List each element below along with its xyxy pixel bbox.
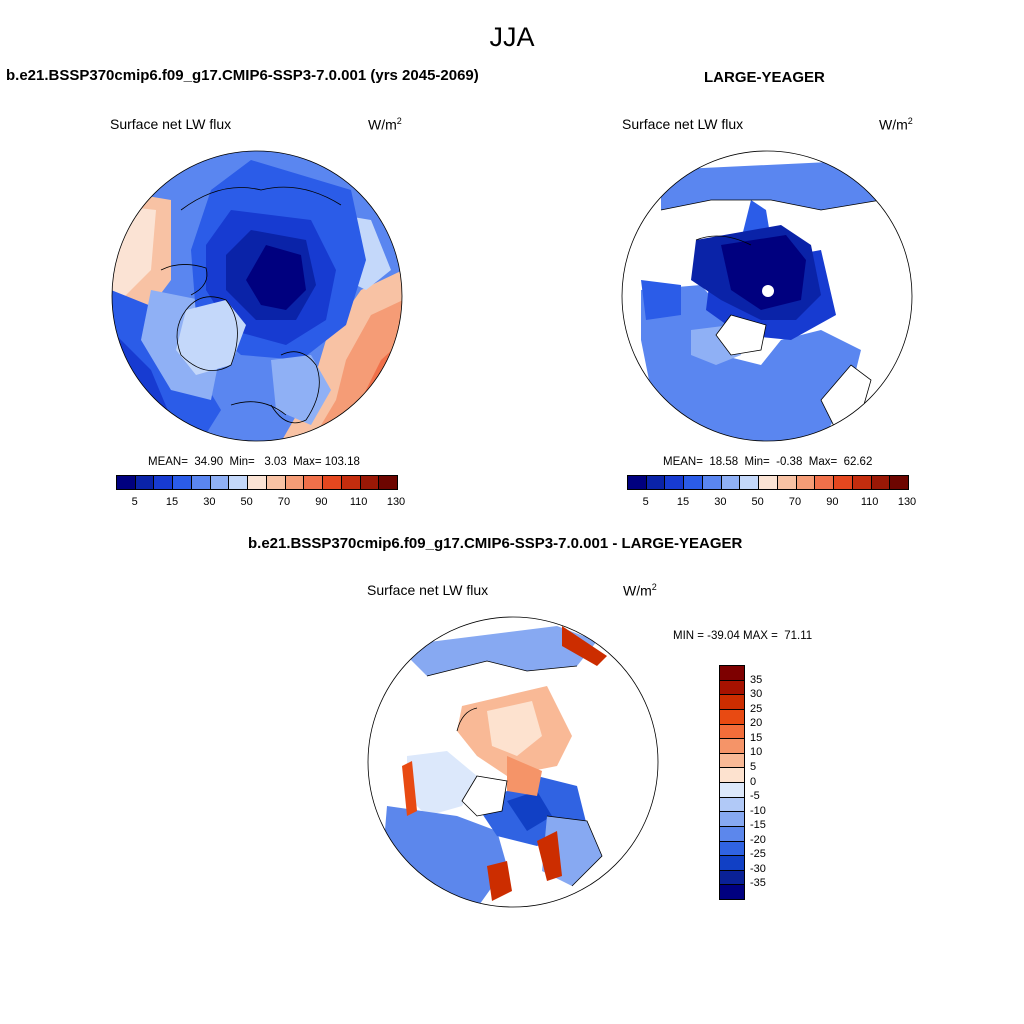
colorbar-swatch xyxy=(720,695,744,710)
colorbar-tick-label: 15 xyxy=(165,496,179,508)
colorbar-tick-label: 50 xyxy=(751,496,764,508)
colorbar-swatch xyxy=(702,476,722,489)
obs-colorbar-labels: 5 15 30 50 70 90 110 130 xyxy=(627,496,917,510)
colorbar-swatch xyxy=(815,476,835,489)
colorbar-tick-label: 70 xyxy=(277,496,291,508)
diff-stats: MIN = -39.04 MAX = 71.11 xyxy=(673,630,813,642)
colorbar-swatch xyxy=(285,476,305,489)
colorbar-swatch xyxy=(759,476,778,489)
colorbar-swatch xyxy=(154,476,174,489)
model-units-label: W/m2 xyxy=(368,116,402,133)
colorbar-swatch xyxy=(720,856,744,871)
colorbar-swatch xyxy=(720,812,744,827)
colorbar-swatch xyxy=(248,476,267,489)
colorbar-swatch xyxy=(379,476,398,489)
diff-polar-map xyxy=(367,616,659,908)
colorbar-swatch xyxy=(720,666,744,681)
colorbar-swatch xyxy=(720,783,744,798)
model-variable-label: Surface net LW flux xyxy=(110,116,232,132)
colorbar-swatch xyxy=(720,870,744,886)
colorbar-swatch xyxy=(777,476,797,489)
obs-polar-map xyxy=(621,150,913,442)
colorbar-tick-label: 30 xyxy=(203,496,216,508)
colorbar-tick-label: 35 xyxy=(750,673,763,686)
model-panel-title: b.e21.BSSP370cmip6.f09_g17.CMIP6-SSP3-7.… xyxy=(6,67,479,84)
colorbar-tick-label: 20 xyxy=(750,717,763,730)
colorbar-swatch xyxy=(266,476,286,489)
colorbar-tick-label: 5 xyxy=(131,496,138,508)
colorbar-swatch xyxy=(360,476,380,489)
season-title: JJA xyxy=(489,22,535,52)
colorbar-tick-label: -10 xyxy=(750,804,766,817)
obs-stats: MEAN= 18.58 Min= -0.38 Max= 62.62 xyxy=(663,456,873,468)
model-colorbar-labels: 5 15 30 50 70 90 110 130 xyxy=(116,496,406,510)
colorbar-swatch xyxy=(721,476,741,489)
colorbar-swatch xyxy=(304,476,324,489)
colorbar-swatch xyxy=(720,724,744,740)
colorbar-tick-label: 10 xyxy=(750,746,763,759)
colorbar-swatch xyxy=(628,476,647,489)
model-stats: MEAN= 34.90 Min= 3.03 Max= 103.18 xyxy=(148,456,360,468)
obs-units-label: W/m2 xyxy=(879,116,913,133)
diff-units-label: W/m2 xyxy=(623,582,657,599)
colorbar-tick-label: 30 xyxy=(750,688,763,701)
colorbar-swatch xyxy=(210,476,230,489)
colorbar-tick-label: 90 xyxy=(315,496,328,508)
colorbar-swatch xyxy=(720,680,744,696)
colorbar-tick-label: 25 xyxy=(750,702,763,715)
colorbar-tick-label: 90 xyxy=(826,496,839,508)
colorbar-swatch xyxy=(720,768,744,783)
colorbar-swatch xyxy=(720,885,744,899)
colorbar-swatch xyxy=(323,476,342,489)
colorbar-swatch xyxy=(834,476,853,489)
colorbar-tick-label: -35 xyxy=(750,877,766,890)
colorbar-tick-label: 30 xyxy=(714,496,727,508)
colorbar-swatch xyxy=(117,476,136,489)
colorbar-swatch xyxy=(341,476,361,489)
colorbar-swatch xyxy=(720,826,744,842)
colorbar-swatch xyxy=(229,476,249,489)
colorbar-swatch xyxy=(871,476,891,489)
colorbar-tick-label: -30 xyxy=(750,862,766,875)
diff-colorbar xyxy=(719,665,745,900)
model-polar-map xyxy=(111,150,403,442)
diff-colorbar-labels: 35 30 25 20 15 10 5 0 -5 -10 -15 -20 -25 -30 -35 xyxy=(750,665,790,898)
colorbar-tick-label: -15 xyxy=(750,819,766,832)
colorbar-swatch xyxy=(720,739,744,754)
colorbar-swatch xyxy=(720,797,744,813)
colorbar-tick-label: 15 xyxy=(676,496,690,508)
colorbar-tick-label: 0 xyxy=(750,775,757,788)
colorbar-tick-label: 5 xyxy=(750,760,757,773)
colorbar-swatch xyxy=(191,476,211,489)
colorbar-tick-label: 70 xyxy=(788,496,802,508)
colorbar-swatch xyxy=(796,476,816,489)
colorbar-swatch xyxy=(720,753,744,769)
colorbar-swatch xyxy=(173,476,192,489)
colorbar-tick-label: 110 xyxy=(860,496,879,508)
obs-variable-label: Surface net LW flux xyxy=(622,116,744,132)
colorbar-swatch xyxy=(720,841,744,857)
colorbar-swatch xyxy=(740,476,760,489)
colorbar-tick-label: 50 xyxy=(240,496,253,508)
colorbar-swatch xyxy=(646,476,666,489)
colorbar-swatch xyxy=(684,476,703,489)
obs-colorbar xyxy=(627,475,909,490)
colorbar-swatch xyxy=(890,476,909,489)
obs-panel-title: LARGE-YEAGER xyxy=(704,69,825,86)
colorbar-tick-label: 130 xyxy=(897,496,917,508)
diff-panel-title: b.e21.BSSP370cmip6.f09_g17.CMIP6-SSP3-7.… xyxy=(248,535,743,552)
colorbar-tick-label: -5 xyxy=(750,790,760,803)
colorbar-tick-label: 5 xyxy=(642,496,649,508)
colorbar-tick-label: -25 xyxy=(750,848,766,861)
colorbar-swatch xyxy=(135,476,155,489)
colorbar-swatch xyxy=(852,476,872,489)
colorbar-tick-label: 15 xyxy=(750,731,763,744)
colorbar-tick-label: -20 xyxy=(750,833,766,846)
model-colorbar xyxy=(116,475,398,490)
colorbar-tick-label: 130 xyxy=(386,496,406,508)
colorbar-swatch xyxy=(665,476,685,489)
colorbar-swatch xyxy=(720,709,744,725)
colorbar-tick-label: 110 xyxy=(349,496,368,508)
diff-variable-label: Surface net LW flux xyxy=(367,582,489,598)
